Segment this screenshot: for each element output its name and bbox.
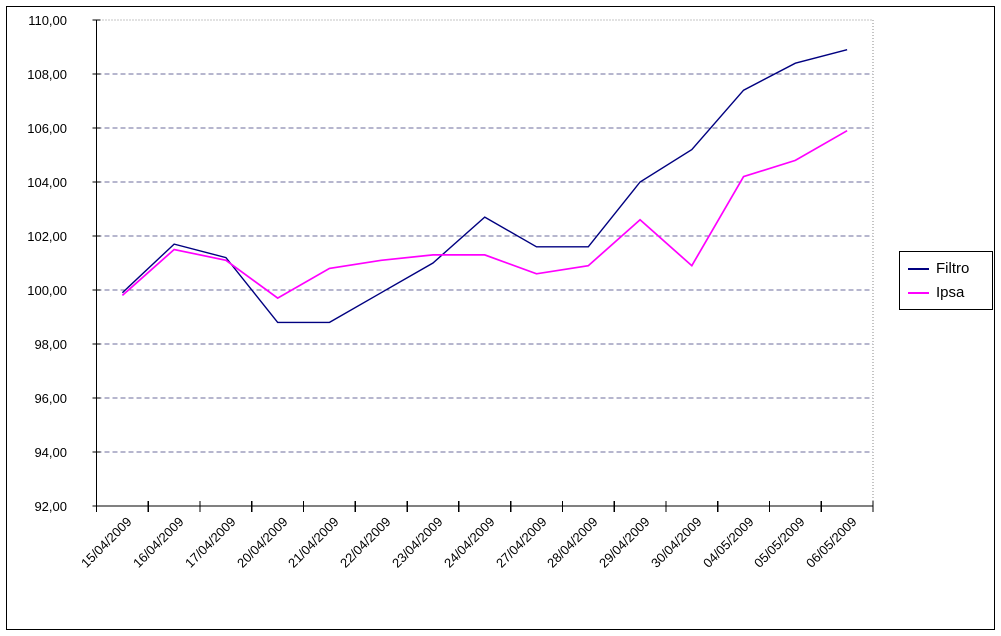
- series-line-ipsa: [121, 129, 848, 300]
- y-axis-tick-label: 92,00: [34, 498, 67, 514]
- series-line-filtro: [121, 49, 848, 324]
- y-axis-tick-label: 100,00: [27, 282, 67, 298]
- legend-label-filtro: Filtro: [936, 259, 970, 277]
- ipsa-line-swatch: [908, 291, 929, 294]
- y-axis-tick-label: 108,00: [27, 66, 67, 82]
- y-axis-tick-label: 104,00: [27, 174, 67, 190]
- y-axis-tick-label: 110,00: [28, 12, 67, 28]
- y-axis-tick-label: 96,00: [34, 390, 67, 406]
- y-axis-tick-label: 98,00: [34, 336, 67, 352]
- y-axis-tick-label: 94,00: [34, 444, 67, 460]
- y-axis-tick-label: 106,00: [27, 120, 67, 136]
- legend-item-ipsa: Ipsa: [900, 284, 992, 302]
- chart-border: [6, 6, 995, 630]
- legend: Filtro Ipsa: [899, 251, 993, 310]
- filtro-line-swatch: [908, 267, 929, 270]
- y-axis-tick-label: 102,00: [27, 228, 67, 244]
- legend-label-ipsa: Ipsa: [936, 283, 965, 301]
- legend-item-filtro: Filtro: [900, 260, 992, 278]
